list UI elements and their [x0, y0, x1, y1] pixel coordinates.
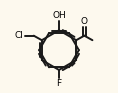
- Text: F: F: [56, 79, 62, 88]
- Text: O: O: [81, 17, 88, 26]
- Text: Cl: Cl: [15, 31, 24, 40]
- Text: OH: OH: [52, 11, 66, 20]
